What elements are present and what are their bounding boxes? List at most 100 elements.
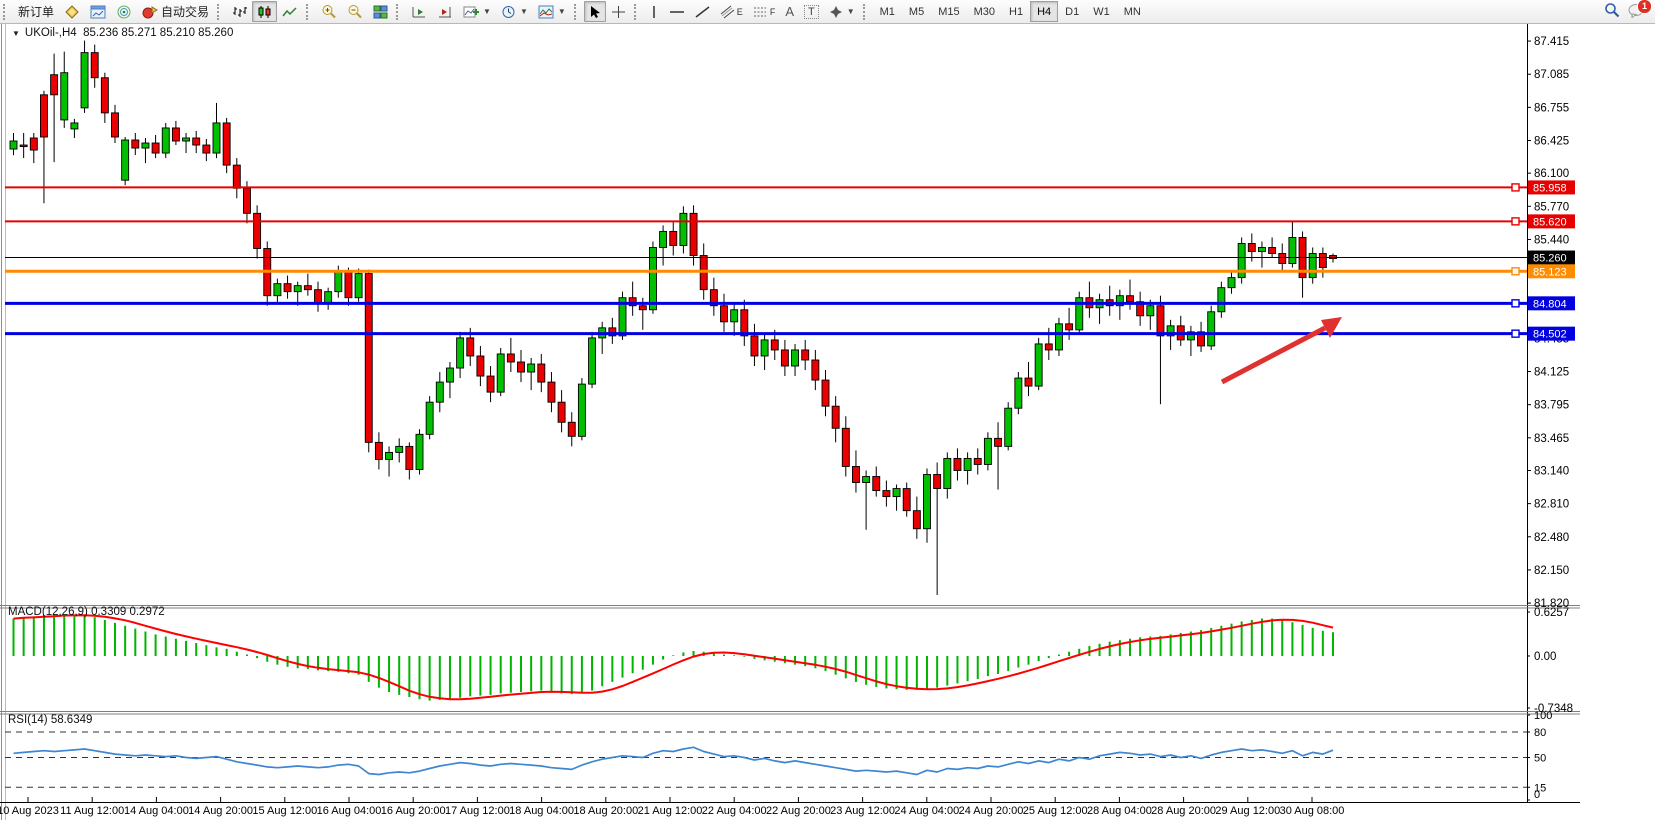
time-tick-label: 29 Aug 12:00 (1215, 805, 1280, 817)
equidistant-channel-button[interactable]: E (715, 1, 748, 22)
toolbar-grip[interactable] (396, 3, 403, 20)
candle-body (1247, 243, 1256, 252)
vertical-line-button[interactable] (644, 1, 664, 22)
channel-letter: E (736, 6, 743, 17)
arrows-button[interactable]: ▼ (824, 1, 860, 22)
candle-body (121, 139, 130, 181)
cursor-button[interactable] (583, 1, 606, 22)
auto-scroll-button[interactable] (406, 1, 432, 22)
signal-icon (116, 5, 132, 19)
candle-body (831, 405, 840, 429)
price-tag[interactable] (1528, 214, 1575, 229)
price-level-handle[interactable] (1511, 267, 1520, 276)
price-tag[interactable] (1528, 326, 1575, 341)
timeframe-h1[interactable]: H1 (1009, 5, 1024, 18)
price-level-handle[interactable] (1511, 217, 1520, 226)
chart-shift-button[interactable] (432, 1, 458, 22)
candle-body (1329, 255, 1337, 259)
macd-indicator-label: MACD(12,26,9) 0.3309 0.2972 (8, 606, 165, 618)
profiles-button[interactable] (85, 1, 111, 22)
candle-body (1136, 301, 1145, 317)
search-icon[interactable] (1604, 2, 1620, 21)
time-tick-label: 28 Aug 20:00 (1151, 805, 1216, 817)
time-axis-labels: 10 Aug 2023 11 Aug 12:00 14 Aug 04:00 14 Au… (0, 797, 1344, 817)
timeframe-d1[interactable]: D1 (1065, 5, 1080, 18)
price-tick-label: 86.755 (1534, 102, 1569, 114)
price-level-handle[interactable] (1511, 299, 1520, 308)
notifications-button[interactable]: 1 (1628, 0, 1652, 21)
chevron-down-icon: ▼ (519, 7, 528, 16)
candle-body (354, 273, 363, 299)
timeframe-m30[interactable]: M30 (973, 5, 996, 18)
period-button[interactable]: ▼ (496, 1, 533, 22)
timeframe-h4[interactable]: H4 (1030, 1, 1059, 22)
candle-body (1156, 305, 1165, 337)
text-letter: A (785, 4, 794, 19)
toolbar-grip[interactable] (3, 3, 10, 20)
timeframe-m15[interactable]: M15 (938, 5, 960, 18)
bar-chart-button[interactable] (227, 1, 252, 22)
chart-title-text: UKOil-,H4 85.236 85.271 85.210 85.260 (24, 27, 234, 39)
zoom-in-button[interactable] (316, 1, 342, 22)
rsi-tick-label: 50 (1534, 753, 1546, 765)
tile-windows-button[interactable] (368, 1, 393, 22)
template-button[interactable]: ▼ (533, 1, 571, 22)
price-tag[interactable] (1528, 180, 1575, 195)
chart-shift-icon (437, 5, 453, 19)
time-tick-label: 25 Aug 12:00 (1023, 805, 1088, 817)
new-order-button[interactable]: 新订单 (13, 1, 59, 22)
zoom-out-icon (347, 4, 363, 19)
candle-body (161, 127, 170, 154)
new-chart-button[interactable] (59, 1, 85, 22)
price-tag[interactable] (1528, 264, 1575, 279)
toolbar-grip[interactable] (573, 3, 581, 20)
candle-body (750, 335, 759, 357)
candle-body (446, 367, 454, 383)
crosshair-button[interactable] (606, 1, 631, 22)
autotrading-label: 自动交易 (161, 5, 210, 19)
candlestick-chart-button[interactable] (252, 1, 278, 22)
candle-body (171, 127, 180, 142)
symbol-dropdown-icon[interactable]: ▼ (12, 28, 20, 38)
candle-body (496, 353, 505, 393)
autotrading-button[interactable]: 自动交易 (137, 1, 214, 22)
toolbar-grip[interactable] (306, 3, 313, 20)
text-button[interactable]: A (780, 1, 799, 22)
annotation-arrow[interactable] (1220, 317, 1342, 385)
candle-body (222, 122, 231, 166)
price-level-handle[interactable] (1511, 329, 1520, 338)
price-tick-label: 83.140 (1534, 465, 1569, 477)
price-tick-label: 85.770 (1534, 201, 1569, 213)
candle-body (608, 327, 617, 337)
timeframe-mn[interactable]: MN (1123, 5, 1141, 18)
market-watch-button[interactable] (111, 1, 137, 22)
candle-body (720, 305, 728, 323)
candle-body (953, 457, 962, 471)
timeframe-m1[interactable]: M1 (879, 5, 895, 18)
price-tag[interactable] (1528, 296, 1575, 311)
toolbar-grip[interactable] (633, 3, 641, 20)
candle-body (476, 355, 485, 377)
time-tick-label: 14 Aug 20:00 (188, 805, 253, 817)
macd-signal-line (13, 614, 1334, 701)
price-tag[interactable] (1528, 250, 1575, 265)
timeframe-w1[interactable]: W1 (1093, 5, 1110, 18)
arrow-shaft[interactable] (1220, 325, 1327, 385)
candle-body (933, 474, 942, 490)
text-label-button[interactable]: T (799, 1, 824, 22)
horizontal-line-button[interactable] (664, 1, 690, 22)
toolbar-grip[interactable] (217, 3, 224, 20)
line-chart-button[interactable] (277, 1, 303, 22)
timeframe-m5[interactable]: M5 (908, 5, 925, 18)
add-indicator-button[interactable]: ▼ (458, 1, 496, 22)
fibonacci-button[interactable]: F (748, 1, 781, 22)
toolbar-grip[interactable] (862, 3, 870, 20)
price-level-handle[interactable] (1511, 183, 1520, 192)
arrows-icon (829, 5, 843, 19)
candle-body (9, 140, 18, 150)
candle-body (50, 74, 59, 96)
price-tick-label: 87.085 (1534, 69, 1569, 81)
zoom-out-button[interactable] (342, 1, 368, 22)
trendline-button[interactable] (690, 1, 715, 22)
